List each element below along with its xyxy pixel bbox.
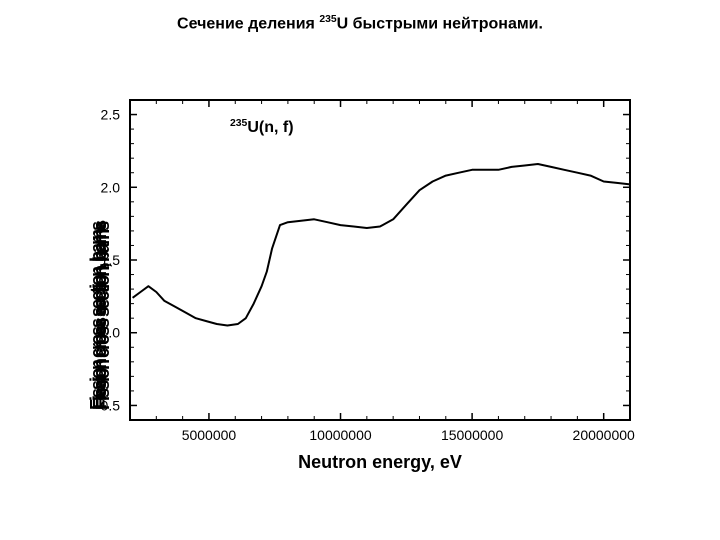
page-title: Сечение деления 235U быстрыми нейтронами…	[0, 14, 720, 33]
title-prefix: Сечение деления	[177, 15, 319, 32]
svg-text:2.0: 2.0	[101, 179, 121, 195]
fission-chart: 50000001000000015000000200000000.51.01.5…	[60, 80, 660, 500]
svg-text:5000000: 5000000	[182, 427, 237, 443]
title-superscript: 235	[319, 14, 336, 25]
chart-container: 50000001000000015000000200000000.51.01.5…	[60, 80, 660, 500]
svg-text:10000000: 10000000	[309, 427, 372, 443]
svg-text:2.5: 2.5	[101, 107, 121, 123]
y-axis-label-garbled: Fission cross section, barns	[90, 223, 111, 410]
svg-text:20000000: 20000000	[573, 427, 636, 443]
svg-text:Neutron energy, eV: Neutron energy, eV	[298, 452, 462, 472]
title-middle: U быстрыми нейтронами.	[337, 15, 543, 32]
svg-text:15000000: 15000000	[441, 427, 504, 443]
